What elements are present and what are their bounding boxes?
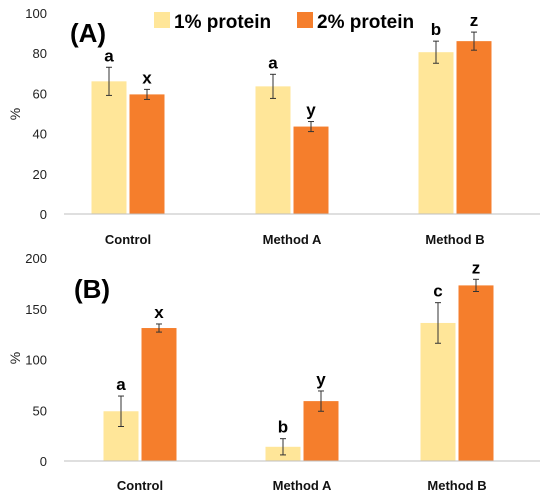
panel-a-y-ticks: 0 20 40 60 80 100 (25, 6, 47, 222)
significance-letter: z (470, 11, 479, 30)
y-tick-label: 100 (25, 353, 47, 368)
bar (141, 328, 177, 461)
panel-a-label: (A) (70, 18, 106, 48)
y-tick-label: 80 (33, 46, 47, 61)
y-tick-label: 0 (40, 207, 47, 222)
significance-letter: b (278, 418, 288, 437)
panel-b-bars (103, 285, 494, 461)
panel-a-categories: Control Method A Method B (105, 232, 485, 247)
panel-b-label: (B) (74, 274, 110, 304)
x-category-label: Method B (427, 478, 486, 493)
bar (293, 126, 329, 214)
significance-letter: x (142, 68, 152, 87)
x-category-label: Method A (273, 478, 332, 493)
significance-letter: y (316, 370, 326, 389)
panel-a-letters: a x a y b z (104, 11, 478, 119)
significance-letter: y (306, 101, 316, 120)
x-category-label: Method B (425, 232, 484, 247)
panel-a-error-bars (106, 31, 477, 133)
y-tick-label: 150 (25, 302, 47, 317)
legend-label-1pct: 1% protein (174, 12, 271, 33)
significance-letter: a (104, 46, 114, 65)
significance-letter: b (431, 20, 441, 39)
chart-panel-a: 0 20 40 60 80 100 a x a y b z (A) % Control Method … (7, 6, 540, 247)
bar (458, 285, 494, 461)
y-tick-label: 0 (40, 454, 47, 469)
bar (456, 41, 492, 214)
y-tick-label: 200 (25, 251, 47, 266)
y-tick-label: 20 (33, 167, 47, 182)
panel-b-y-ticks: 0 50 100 150 200 (25, 251, 47, 469)
y-tick-label: 50 (33, 403, 47, 418)
significance-letter: a (116, 375, 126, 394)
bar (129, 94, 165, 214)
bar (91, 81, 127, 214)
significance-letter: x (154, 303, 164, 322)
legend-label-2pct: 2% protein (317, 12, 414, 33)
x-category-label: Method A (263, 232, 322, 247)
legend-swatch-1pct (154, 12, 170, 28)
chart-panel-b: 0 50 100 150 200 a x b y c z (B) % Control Method … (7, 251, 540, 493)
y-tick-label: 40 (33, 127, 47, 142)
panel-b-letters: a x b y c z (116, 258, 480, 436)
bar (418, 52, 454, 214)
panel-b-error-bars (118, 278, 479, 456)
panel-b-y-axis-label: % (7, 352, 23, 364)
x-category-label: Control (105, 232, 151, 247)
bar (255, 86, 291, 214)
significance-letter: c (433, 282, 442, 301)
significance-letter: a (268, 53, 278, 72)
panel-b-categories: Control Method A Method B (117, 478, 487, 493)
y-tick-label: 60 (33, 86, 47, 101)
y-tick-label: 100 (25, 6, 47, 21)
bar (420, 322, 456, 461)
panel-a-y-axis-label: % (7, 108, 23, 120)
significance-letter: z (472, 258, 481, 277)
legend: 1% protein 2% protein (154, 12, 414, 33)
x-category-label: Control (117, 478, 163, 493)
panel-a-bars (91, 41, 492, 214)
legend-swatch-2pct (297, 12, 313, 28)
